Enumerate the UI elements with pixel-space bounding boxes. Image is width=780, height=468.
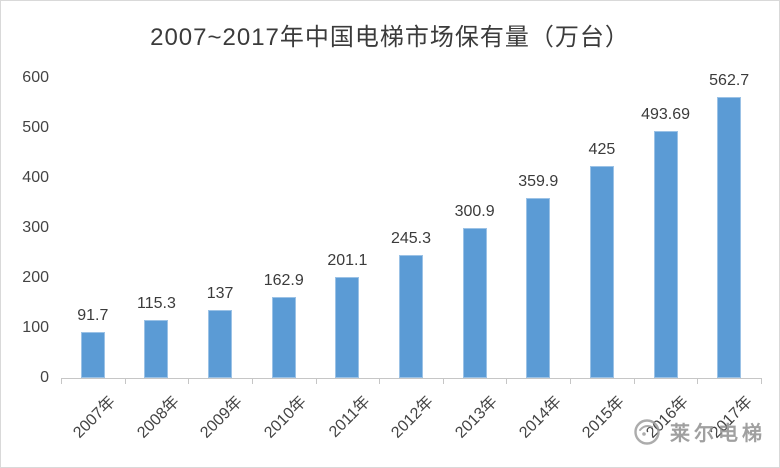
bar-value-label: 137	[206, 284, 234, 302]
x-axis-label: 2015年	[579, 393, 629, 442]
x-axis-label: 2011年	[325, 393, 374, 441]
y-tick-label: 500	[22, 119, 49, 136]
x-axis-label: 2012年	[388, 393, 438, 442]
y-tick-label: 300	[22, 219, 49, 236]
bar-value-label: 162.9	[263, 271, 304, 289]
bar-value-label: 91.7	[77, 307, 109, 325]
x-axis-tick	[442, 378, 444, 384]
x-axis-label: 2008年	[134, 393, 183, 442]
bar	[80, 332, 105, 378]
x-axis-label: 2014年	[516, 393, 565, 442]
x-axis-label: 2009年	[197, 393, 247, 442]
y-tick-label: 100	[22, 319, 49, 336]
x-axis-tick	[61, 378, 62, 384]
y-tick-label: 600	[22, 69, 49, 86]
bar	[208, 309, 233, 378]
x-axis-label: 2010年	[261, 393, 310, 442]
bar-value-label: 115.3	[137, 295, 176, 313]
x-axis-tick	[315, 378, 317, 384]
x-axis-tick	[697, 378, 699, 384]
bar-value-label: 493.69	[641, 106, 690, 124]
bar	[462, 227, 487, 378]
x-axis-tick	[379, 378, 381, 384]
y-tick-label: 400	[22, 169, 49, 186]
bar	[589, 165, 614, 378]
x-axis-line	[61, 378, 761, 379]
bar	[271, 296, 296, 378]
x-axis-tick	[506, 378, 508, 384]
bar	[526, 198, 551, 378]
bar	[717, 96, 742, 378]
bar	[144, 320, 169, 378]
x-axis-tick	[188, 378, 190, 384]
bar-value-label: 201.1	[327, 252, 368, 270]
bar	[653, 131, 678, 378]
x-axis-tick	[124, 378, 126, 384]
bar-value-label: 245.3	[390, 230, 432, 248]
x-axis-tick	[570, 378, 572, 384]
x-axis-label: 2017年	[706, 393, 756, 442]
bar-value-label: 425	[588, 140, 616, 158]
x-axis-label: 2016年	[643, 393, 692, 442]
x-axis-label: 2007年	[70, 393, 120, 442]
bar-value-label: 359.9	[518, 173, 559, 191]
x-axis-tick	[761, 378, 762, 384]
bar	[399, 255, 423, 378]
bar-value-label: 300.9	[454, 202, 495, 220]
y-tick-label: 200	[22, 269, 49, 286]
x-axis-tick	[633, 378, 635, 384]
x-axis-tick	[251, 378, 253, 384]
y-tick-label: 0	[40, 369, 49, 386]
bar	[335, 277, 360, 378]
x-axis-label: 2013年	[452, 393, 501, 442]
chart-title: 2007~2017年中国电梯市场保有量（万台）	[150, 24, 630, 51]
bar-value-label: 562.7	[709, 71, 750, 89]
